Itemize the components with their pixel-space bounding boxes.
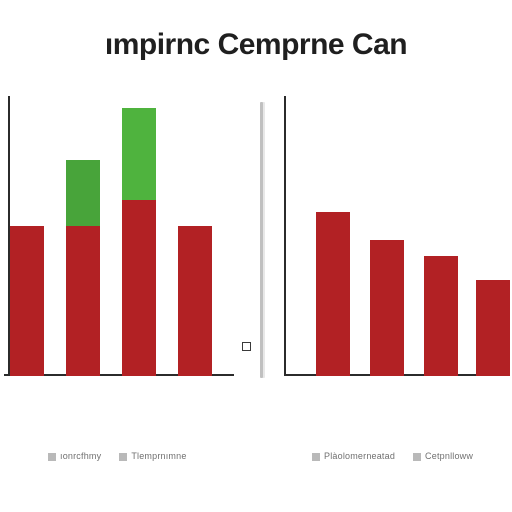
bar-segment [66,226,100,376]
right-panel-bar [370,240,404,376]
legend-swatch [119,453,127,461]
right-panel [284,96,504,376]
left-panel-bar [178,226,212,376]
bar-segment [122,108,156,200]
axis-marker-box [242,342,251,351]
legend-swatch [413,453,421,461]
legend-label: Cetpnlloww [425,451,473,461]
bar-segment [476,280,510,376]
legend-swatch [312,453,320,461]
legend-left: ıonrcfhmy Tlemprnımne [48,400,187,512]
legend-swatch [48,453,56,461]
legend-item: ıonrcfhmy [48,451,101,461]
bar-segment [10,226,44,376]
panel-divider [260,102,263,378]
bar-segment [424,256,458,376]
left-panel-bar [66,160,100,376]
right-panel-bar [316,212,350,376]
legend-item: Tlemprnımne [119,451,186,461]
bar-segment [370,240,404,376]
legend-label: Plàolomerneatad [324,451,395,461]
bar-segment [122,200,156,376]
bar-segment [316,212,350,376]
bar-segment [178,226,212,376]
chart-area [0,96,512,376]
right-panel-bar [476,280,510,376]
right-panel-bar [424,256,458,376]
legend-label: Tlemprnımne [131,451,186,461]
left-panel-bar [122,108,156,376]
legend-label: ıonrcfhmy [60,451,101,461]
bar-segment [66,160,100,226]
chart-title: ımpirnc Cemprne Can [0,28,512,62]
legend-item: Cetpnlloww [413,451,473,461]
legend-right: Plàolomerneatad Cetpnlloww [312,400,473,512]
left-panel-bar [10,226,44,376]
legend-item: Plàolomerneatad [312,451,395,461]
right-panel-y-axis [284,96,286,376]
left-panel [4,96,234,376]
